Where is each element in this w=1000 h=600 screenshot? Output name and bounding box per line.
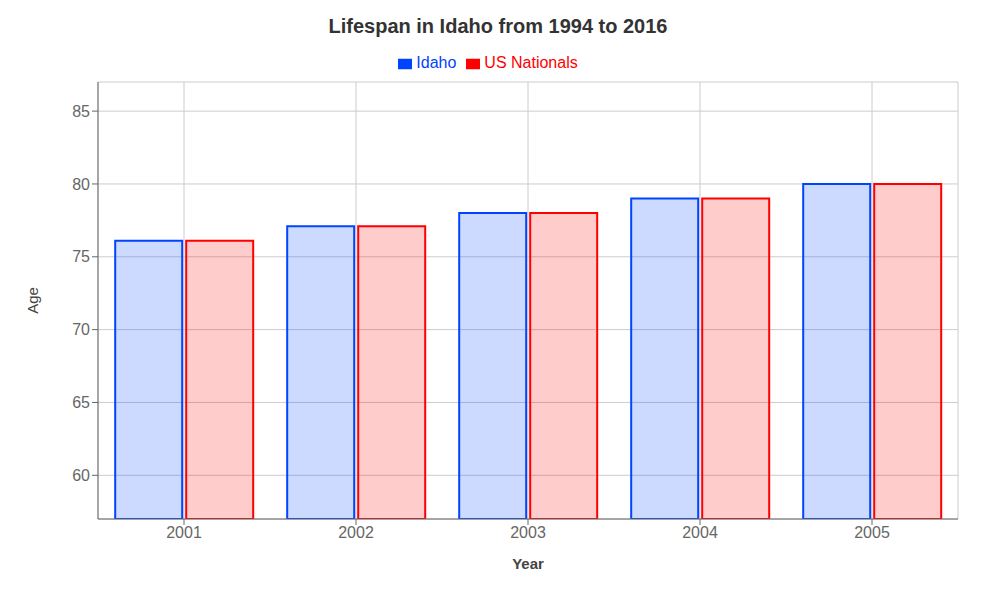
html-text:Idaho: Idaho — [416, 54, 457, 71]
svg-text:Year: Year — [512, 555, 544, 572]
svg-text:2005: 2005 — [854, 524, 890, 541]
svg-text:75: 75 — [72, 248, 90, 265]
svg-text:70: 70 — [72, 321, 90, 338]
svg-text:2004: 2004 — [682, 524, 718, 541]
html-text:Lifespan in Idaho from 1994 to: Lifespan in Idaho from 1994 to 2016 — [328, 15, 668, 37]
svg-text:2001: 2001 — [166, 524, 202, 541]
svg-text:80: 80 — [72, 176, 90, 193]
svg-text:85: 85 — [72, 103, 90, 120]
html-text:US Nationals: US Nationals — [484, 54, 578, 71]
svg-text:60: 60 — [72, 467, 90, 484]
svg-text:Age: Age — [24, 287, 41, 314]
svg-text:2002: 2002 — [338, 524, 374, 541]
svg-text:2003: 2003 — [510, 524, 546, 541]
svg-text:65: 65 — [72, 394, 90, 411]
